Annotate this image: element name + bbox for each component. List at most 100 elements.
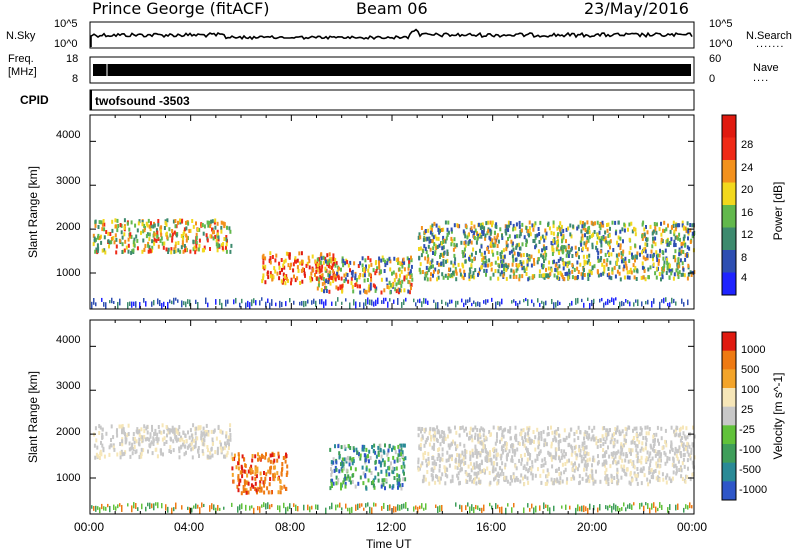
echo-cell [375, 286, 378, 291]
echo-cell [651, 300, 653, 308]
echo-cell [470, 240, 473, 245]
echo-cell [460, 467, 463, 472]
echo-cell [341, 301, 343, 305]
echo-cell [417, 235, 420, 240]
echo-cell [674, 227, 677, 232]
echo-cell [397, 257, 400, 262]
echo-cell [649, 507, 651, 514]
echo-cell [439, 442, 442, 447]
echo-cell [673, 429, 675, 434]
echo-cell [499, 506, 501, 513]
echo-cell [638, 458, 641, 463]
echo-cell [434, 433, 437, 438]
echo-cell [528, 436, 531, 441]
echo-cell [120, 449, 123, 454]
echo-cell [259, 488, 261, 493]
echo-cell [564, 245, 567, 250]
echo-cell [511, 443, 514, 448]
echo-cell [589, 473, 592, 478]
echo-cell [458, 457, 461, 462]
echo-cell [602, 448, 605, 452]
echo-cell [105, 506, 107, 511]
echo-cell [157, 219, 160, 223]
echo-cell [179, 218, 181, 223]
echo-cell [483, 428, 486, 433]
echo-cell [532, 430, 535, 434]
echo-cell [668, 242, 670, 247]
echo-cell [426, 470, 429, 474]
echo-cell [472, 247, 475, 252]
echo-cell [186, 445, 189, 450]
echo-cell [596, 270, 599, 275]
echo-cell [566, 271, 569, 276]
echo-cell [505, 475, 508, 480]
echo-cell [587, 476, 590, 481]
echo-cell [491, 249, 494, 254]
echo-cell [498, 426, 501, 431]
echo-cell [689, 477, 692, 482]
echo-cell [173, 427, 176, 432]
echo-cell [290, 277, 293, 282]
echo-cell [549, 271, 552, 276]
echo-cell [450, 273, 453, 277]
echo-cell [556, 275, 559, 280]
echo-cell [446, 233, 449, 237]
echo-cell [351, 479, 354, 484]
echo-cell [390, 461, 392, 466]
echo-cell [663, 297, 665, 304]
echo-cell [540, 434, 543, 439]
echo-cell [179, 438, 182, 443]
echo-cell [646, 477, 649, 482]
echo-cell [612, 460, 614, 465]
echo-cell [584, 454, 587, 459]
echo-cell [649, 451, 652, 456]
echo-cell [370, 277, 373, 282]
echo-cell [171, 235, 174, 240]
echo-cell [687, 505, 689, 510]
echo-cell [625, 452, 628, 456]
echo-cell [468, 267, 471, 272]
echo-cell [604, 463, 606, 468]
echo-cell [331, 469, 333, 474]
echo-cell [178, 425, 181, 430]
echo-cell [564, 272, 567, 276]
echo-cell [167, 250, 170, 254]
echo-cell [322, 260, 325, 265]
echo-cell [518, 442, 521, 446]
echo-cell [604, 470, 607, 475]
echo-cell [371, 299, 373, 306]
echo-cell [457, 459, 460, 464]
echo-cell [160, 225, 163, 230]
echo-cell [516, 243, 519, 248]
echo-cell [144, 226, 146, 230]
echo-cell [689, 456, 692, 461]
echo-cell [179, 249, 182, 254]
echo-cell [495, 438, 498, 443]
echo-cell [452, 439, 454, 444]
echo-cell [477, 505, 479, 510]
echo-cell [338, 451, 341, 456]
echo-cell [543, 438, 546, 443]
echo-cell [677, 236, 680, 241]
echo-cell [648, 468, 651, 473]
echo-cell [523, 268, 526, 273]
echo-cell [546, 479, 549, 484]
echo-cell [625, 467, 628, 472]
echo-cell [678, 232, 681, 237]
echo-cell [666, 473, 669, 478]
echo-cell [528, 233, 530, 238]
echo-cell [448, 429, 451, 434]
echo-cell [439, 228, 441, 233]
echo-cell [501, 506, 503, 514]
echo-cell [487, 229, 490, 234]
echo-cell [121, 242, 124, 247]
echo-cell [428, 236, 431, 241]
echo-cell [625, 472, 628, 477]
echo-cell [496, 434, 498, 439]
echo-cell [427, 300, 429, 306]
echo-cell [498, 473, 501, 478]
echo-cell [349, 507, 351, 515]
echo-cell [202, 431, 205, 436]
xtick-0: 00:00 [74, 520, 105, 534]
echo-cell [611, 220, 614, 225]
